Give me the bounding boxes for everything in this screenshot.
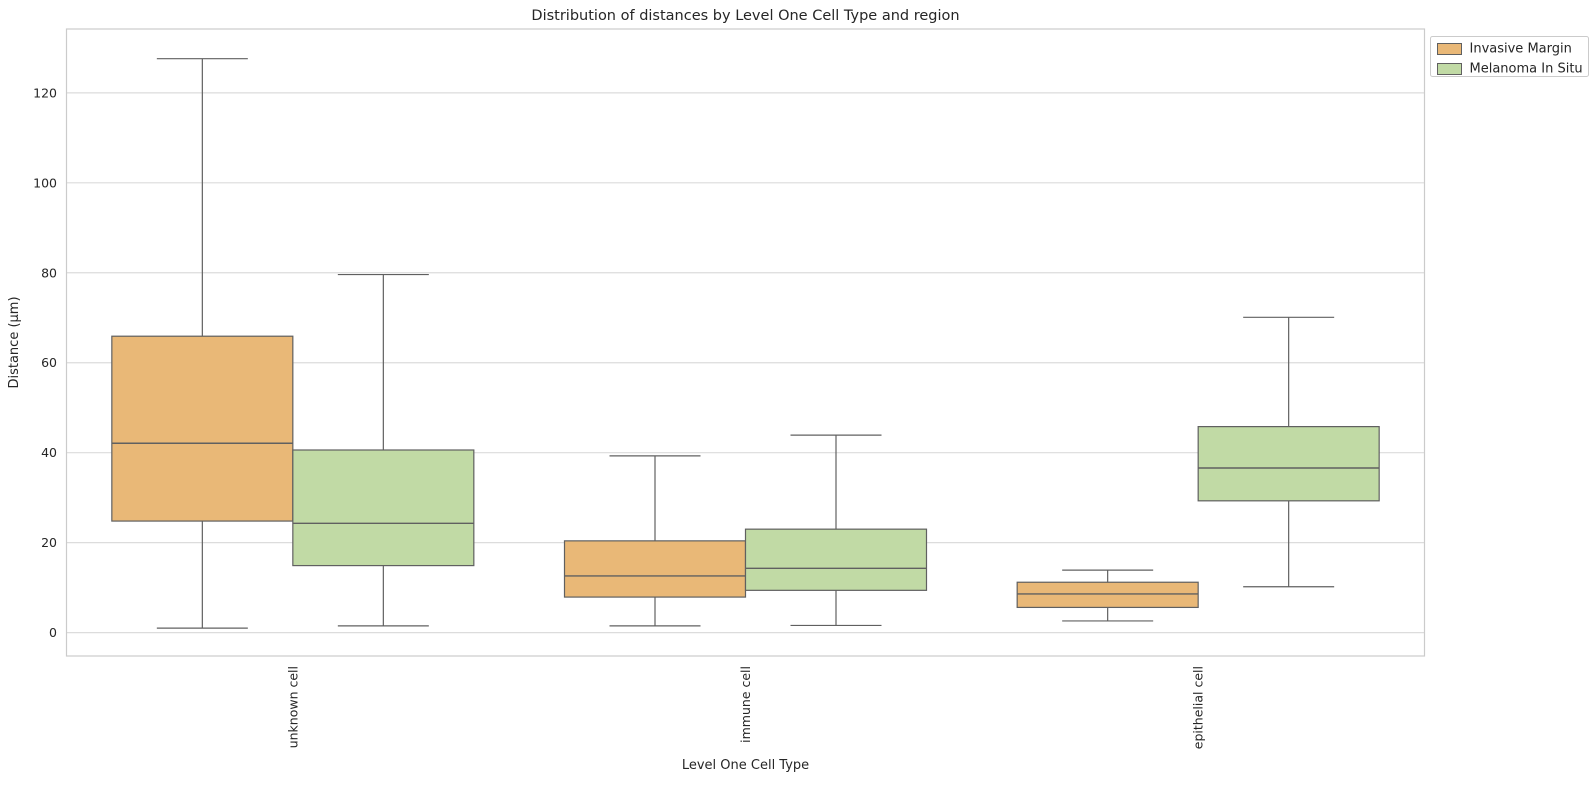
legend-label-melanoma-in-situ: Melanoma In Situ [1470,62,1583,77]
x-tick-label-epithelial-cell: epithelial cell [1191,666,1206,749]
legend-box [1430,36,1589,77]
y-axis-label: Distance (μm) [7,296,22,388]
box-invasive-margin-immune-cell [563,540,747,598]
y-tick-label: 120 [33,85,57,100]
plot-layer: 0 20 40 60 80 100 120 unknown cell immune cell ep… [33,28,1589,749]
legend-swatch-invasive-margin [1437,43,1462,55]
y-tick-label: 60 [41,355,57,370]
y-tick-label: 20 [41,535,57,550]
y-tick-label: 40 [41,445,57,460]
y-tick-label: 80 [41,265,57,280]
x-axis-label: Level One Cell Type [682,758,809,773]
box-invasive-margin-epithelial-cell [1016,581,1199,609]
box-melanoma-in-situ-immune-cell [744,528,928,591]
legend-label-invasive-margin: Invasive Margin [1470,42,1572,57]
y-tick-label: 0 [49,625,57,640]
x-tick-label-immune-cell: immune cell [738,666,753,743]
x-tick-label-unknown-cell: unknown cell [285,666,300,748]
legend-swatch-melanoma-in-situ [1437,63,1462,75]
y-tick-label: 100 [33,175,57,190]
box-melanoma-in-situ-epithelial-cell [1197,426,1380,502]
legend: Invasive Margin Melanoma In Situ [1430,36,1589,77]
box-melanoma-in-situ-unknown-cell [292,449,475,567]
chart-title: Distribution of distances by Level One C… [531,8,959,24]
plot-border [65,28,1426,657]
box-invasive-margin-unknown-cell [111,335,294,522]
